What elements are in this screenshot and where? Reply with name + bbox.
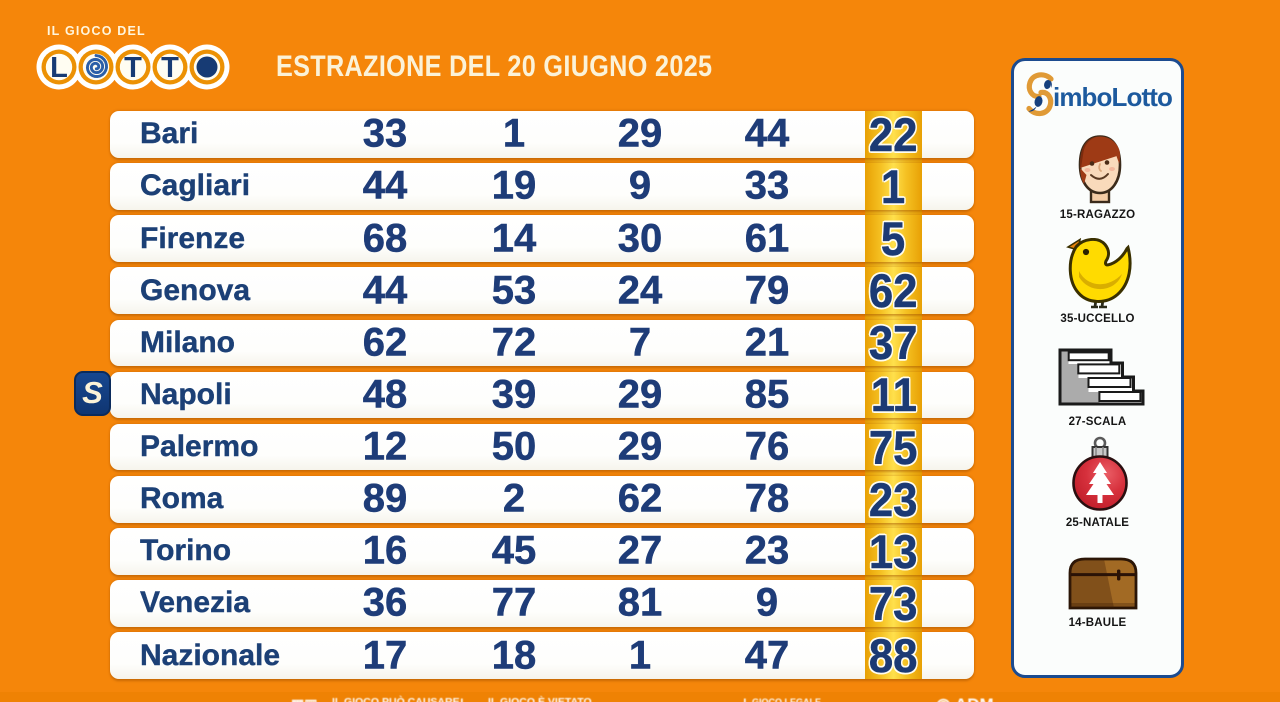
svg-text:T: T: [161, 52, 179, 84]
svg-text:T: T: [124, 52, 142, 84]
svg-text:L: L: [50, 52, 68, 84]
svg-text:imboLotto: imboLotto: [1053, 82, 1172, 112]
